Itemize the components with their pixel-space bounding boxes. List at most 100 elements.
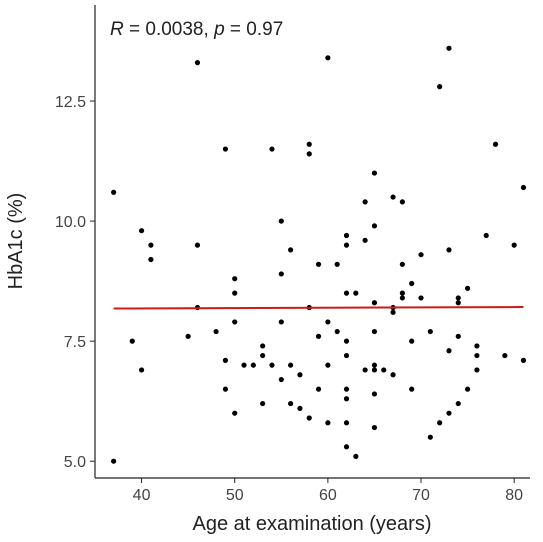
point xyxy=(371,300,378,306)
point xyxy=(260,352,266,359)
point xyxy=(437,84,443,90)
point xyxy=(371,367,378,373)
y-axis-title: HbA1c (%) xyxy=(5,193,27,290)
point xyxy=(446,247,452,253)
point xyxy=(315,261,322,267)
point xyxy=(464,285,471,291)
point xyxy=(418,295,424,301)
point xyxy=(334,328,340,335)
point xyxy=(362,199,368,205)
point xyxy=(381,367,387,373)
point xyxy=(455,333,461,339)
point xyxy=(353,453,359,459)
point xyxy=(409,386,415,392)
point xyxy=(418,252,424,258)
point xyxy=(371,170,378,176)
point xyxy=(185,333,191,339)
point xyxy=(409,280,415,287)
point xyxy=(446,410,452,416)
point xyxy=(371,424,378,431)
point xyxy=(343,242,350,248)
point xyxy=(232,290,238,296)
point xyxy=(278,376,284,383)
point xyxy=(325,55,331,61)
point xyxy=(250,362,256,368)
x-tick-label: 60 xyxy=(319,487,337,504)
point xyxy=(343,338,350,344)
point xyxy=(362,237,368,243)
point xyxy=(148,256,154,263)
point xyxy=(343,396,350,402)
point xyxy=(315,333,322,339)
y-tick-label: 5.0 xyxy=(64,454,86,471)
point xyxy=(371,362,378,368)
point xyxy=(474,343,480,349)
point xyxy=(371,223,378,229)
point xyxy=(306,415,312,421)
annotation-part: = 0.0038, xyxy=(124,19,214,40)
point xyxy=(315,386,322,392)
point xyxy=(222,386,229,392)
point xyxy=(288,362,294,368)
x-tick-label: 70 xyxy=(412,487,430,504)
y-tick-label: 7.5 xyxy=(64,334,86,351)
x-tick-label: 40 xyxy=(133,487,151,504)
point xyxy=(343,386,350,392)
point xyxy=(390,194,396,200)
point xyxy=(278,218,284,224)
point xyxy=(343,290,350,296)
point xyxy=(260,343,266,349)
point xyxy=(474,352,480,359)
point xyxy=(492,141,499,147)
point xyxy=(353,290,359,296)
point xyxy=(343,420,350,426)
point xyxy=(325,319,331,325)
point xyxy=(446,348,452,354)
annotation-part: R xyxy=(110,19,124,40)
point xyxy=(427,434,433,440)
point xyxy=(325,362,331,368)
annotation-part: p xyxy=(213,19,225,40)
point xyxy=(511,242,517,248)
annotation-part: = 0.97 xyxy=(225,19,284,40)
x-axis-title: Age at examination (years) xyxy=(192,513,431,535)
y-tick-label: 10.0 xyxy=(55,214,86,231)
point xyxy=(288,400,294,407)
point xyxy=(483,232,489,239)
point xyxy=(232,410,238,416)
point xyxy=(138,228,145,234)
point xyxy=(520,357,527,363)
point xyxy=(409,338,415,344)
annotation: R = 0.0038, p = 0.97 xyxy=(110,19,283,40)
point xyxy=(232,276,238,282)
point xyxy=(306,141,312,147)
point xyxy=(241,362,247,368)
fit-line xyxy=(113,306,524,310)
point xyxy=(288,247,294,253)
point xyxy=(371,391,378,397)
point xyxy=(232,319,238,325)
point xyxy=(343,232,350,239)
point xyxy=(306,151,312,157)
point xyxy=(129,338,135,344)
point xyxy=(194,60,201,66)
point xyxy=(269,146,275,152)
point xyxy=(390,309,396,315)
x-tick-label: 80 xyxy=(505,487,523,504)
point xyxy=(437,420,443,426)
point xyxy=(260,400,266,407)
point xyxy=(343,444,350,450)
point xyxy=(213,328,219,335)
point xyxy=(362,367,368,373)
y-tick-label: 12.5 xyxy=(55,94,86,111)
point xyxy=(399,295,405,301)
point xyxy=(297,405,303,411)
x-tick-label: 50 xyxy=(226,487,244,504)
point xyxy=(464,386,471,392)
point xyxy=(390,372,396,378)
point xyxy=(269,362,275,368)
point xyxy=(371,328,378,335)
point xyxy=(111,189,117,195)
point xyxy=(148,242,154,248)
point xyxy=(427,328,433,335)
